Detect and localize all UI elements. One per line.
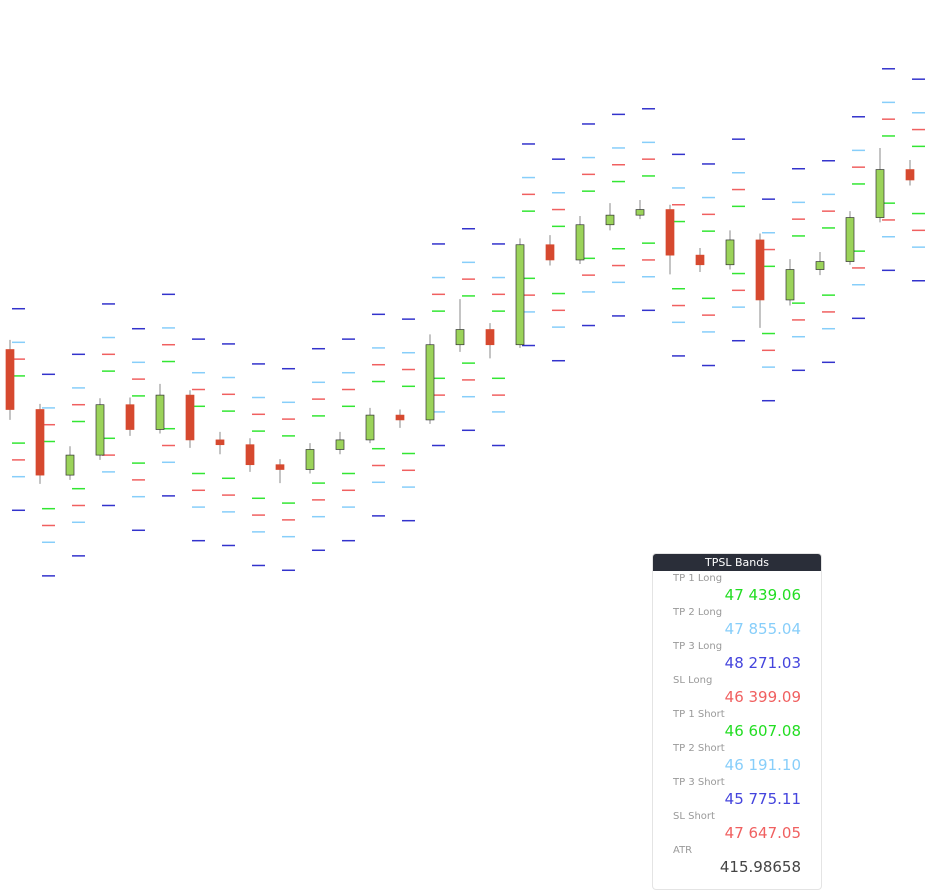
- row-label: ATR: [673, 845, 693, 856]
- candle-body: [215, 439, 225, 446]
- candle-body: [695, 254, 705, 266]
- candle-body: [5, 349, 15, 410]
- candle-body: [185, 394, 195, 441]
- row-value: 47 855.04: [724, 620, 801, 638]
- candle-body: [155, 394, 165, 430]
- row-label: TP 2 Short: [673, 743, 725, 754]
- candle-body: [245, 444, 255, 466]
- table-row: TP 3 Long 48 271.03: [653, 639, 821, 673]
- candle-body: [425, 344, 435, 421]
- candle-body: [845, 217, 855, 262]
- candle-body: [515, 244, 525, 346]
- candle-body: [275, 464, 285, 470]
- row-value: 48 271.03: [724, 654, 801, 672]
- candle-body: [335, 439, 345, 450]
- candle-body: [95, 404, 105, 456]
- row-value: 415.98658: [719, 858, 801, 876]
- table-title: TPSL Bands: [653, 554, 821, 571]
- row-label: TP 2 Long: [673, 607, 723, 618]
- row-value: 45 775.11: [724, 790, 801, 808]
- candle-body: [665, 209, 675, 256]
- candle-body: [605, 214, 615, 226]
- candle-body: [485, 329, 495, 346]
- candle-body: [395, 414, 405, 421]
- candle-body: [455, 329, 465, 346]
- candle-body: [875, 169, 885, 218]
- row-label: SL Long: [673, 675, 713, 686]
- row-label: TP 1 Long: [673, 573, 723, 584]
- candle-body: [815, 261, 825, 270]
- table-row: SL Short 47 647.05: [653, 809, 821, 843]
- candle-body: [365, 414, 375, 441]
- table-row: TP 1 Short 46 607.08: [653, 707, 821, 741]
- candle-body: [785, 269, 795, 301]
- row-value: 47 439.06: [724, 586, 801, 604]
- table-row: SL Long 46 399.09: [653, 673, 821, 707]
- table-row: TP 2 Short 46 191.10: [653, 741, 821, 775]
- row-value: 46 607.08: [724, 722, 801, 740]
- candle-body: [725, 239, 735, 266]
- candle-body: [905, 169, 915, 181]
- candle-body: [125, 404, 135, 430]
- row-label: TP 1 Short: [673, 709, 725, 720]
- candle-body: [635, 209, 645, 216]
- candle-body: [545, 244, 555, 261]
- candle-body: [755, 239, 765, 301]
- table-row: TP 1 Long 47 439.06: [653, 571, 821, 605]
- candle-body: [305, 449, 315, 470]
- candle-body: [575, 224, 585, 261]
- row-label: TP 3 Long: [673, 641, 723, 652]
- table-row: ATR 415.98658: [653, 843, 821, 877]
- tpsl-table: TPSL Bands TP 1 Long 47 439.06 TP 2 Long 47…: [652, 553, 822, 890]
- table-row: TP 3 Short 45 775.11: [653, 775, 821, 809]
- table-row: TP 2 Long 47 855.04: [653, 605, 821, 639]
- candle-body: [35, 409, 45, 476]
- row-value: 46 191.10: [724, 756, 801, 774]
- row-value: 47 647.05: [724, 824, 801, 842]
- row-label: TP 3 Short: [673, 777, 725, 788]
- row-label: SL Short: [673, 811, 715, 822]
- candle-body: [65, 454, 75, 476]
- row-value: 46 399.09: [724, 688, 801, 706]
